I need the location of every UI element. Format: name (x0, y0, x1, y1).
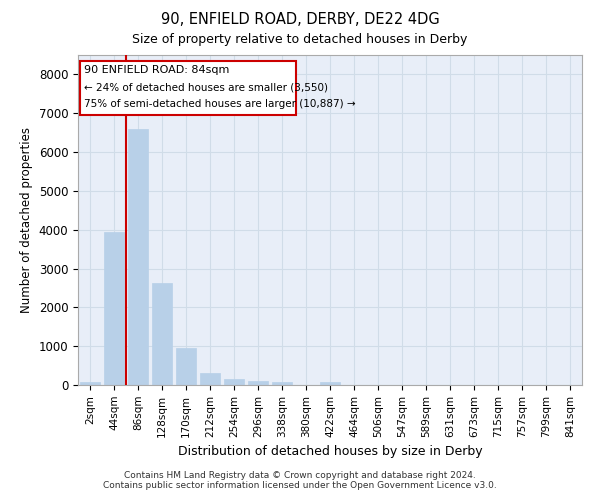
Text: Contains HM Land Registry data © Crown copyright and database right 2024.
Contai: Contains HM Land Registry data © Crown c… (103, 470, 497, 490)
FancyBboxPatch shape (80, 61, 296, 115)
Bar (152, 284, 172, 385)
Bar (104, 232, 124, 385)
Text: Size of property relative to detached houses in Derby: Size of property relative to detached ho… (133, 32, 467, 46)
Bar (80, 382, 100, 385)
Text: 90, ENFIELD ROAD, DERBY, DE22 4DG: 90, ENFIELD ROAD, DERBY, DE22 4DG (161, 12, 439, 28)
Bar (128, 129, 148, 385)
Bar (248, 381, 268, 385)
Bar (176, 348, 196, 385)
Bar (224, 379, 244, 385)
Bar (320, 382, 340, 385)
Text: 90 ENFIELD ROAD: 84sqm: 90 ENFIELD ROAD: 84sqm (84, 66, 229, 76)
X-axis label: Distribution of detached houses by size in Derby: Distribution of detached houses by size … (178, 445, 482, 458)
Bar (272, 382, 292, 385)
Text: ← 24% of detached houses are smaller (3,550): ← 24% of detached houses are smaller (3,… (84, 82, 328, 92)
Bar (200, 373, 220, 385)
Text: 75% of semi-detached houses are larger (10,887) →: 75% of semi-detached houses are larger (… (84, 99, 356, 109)
Y-axis label: Number of detached properties: Number of detached properties (20, 127, 33, 313)
